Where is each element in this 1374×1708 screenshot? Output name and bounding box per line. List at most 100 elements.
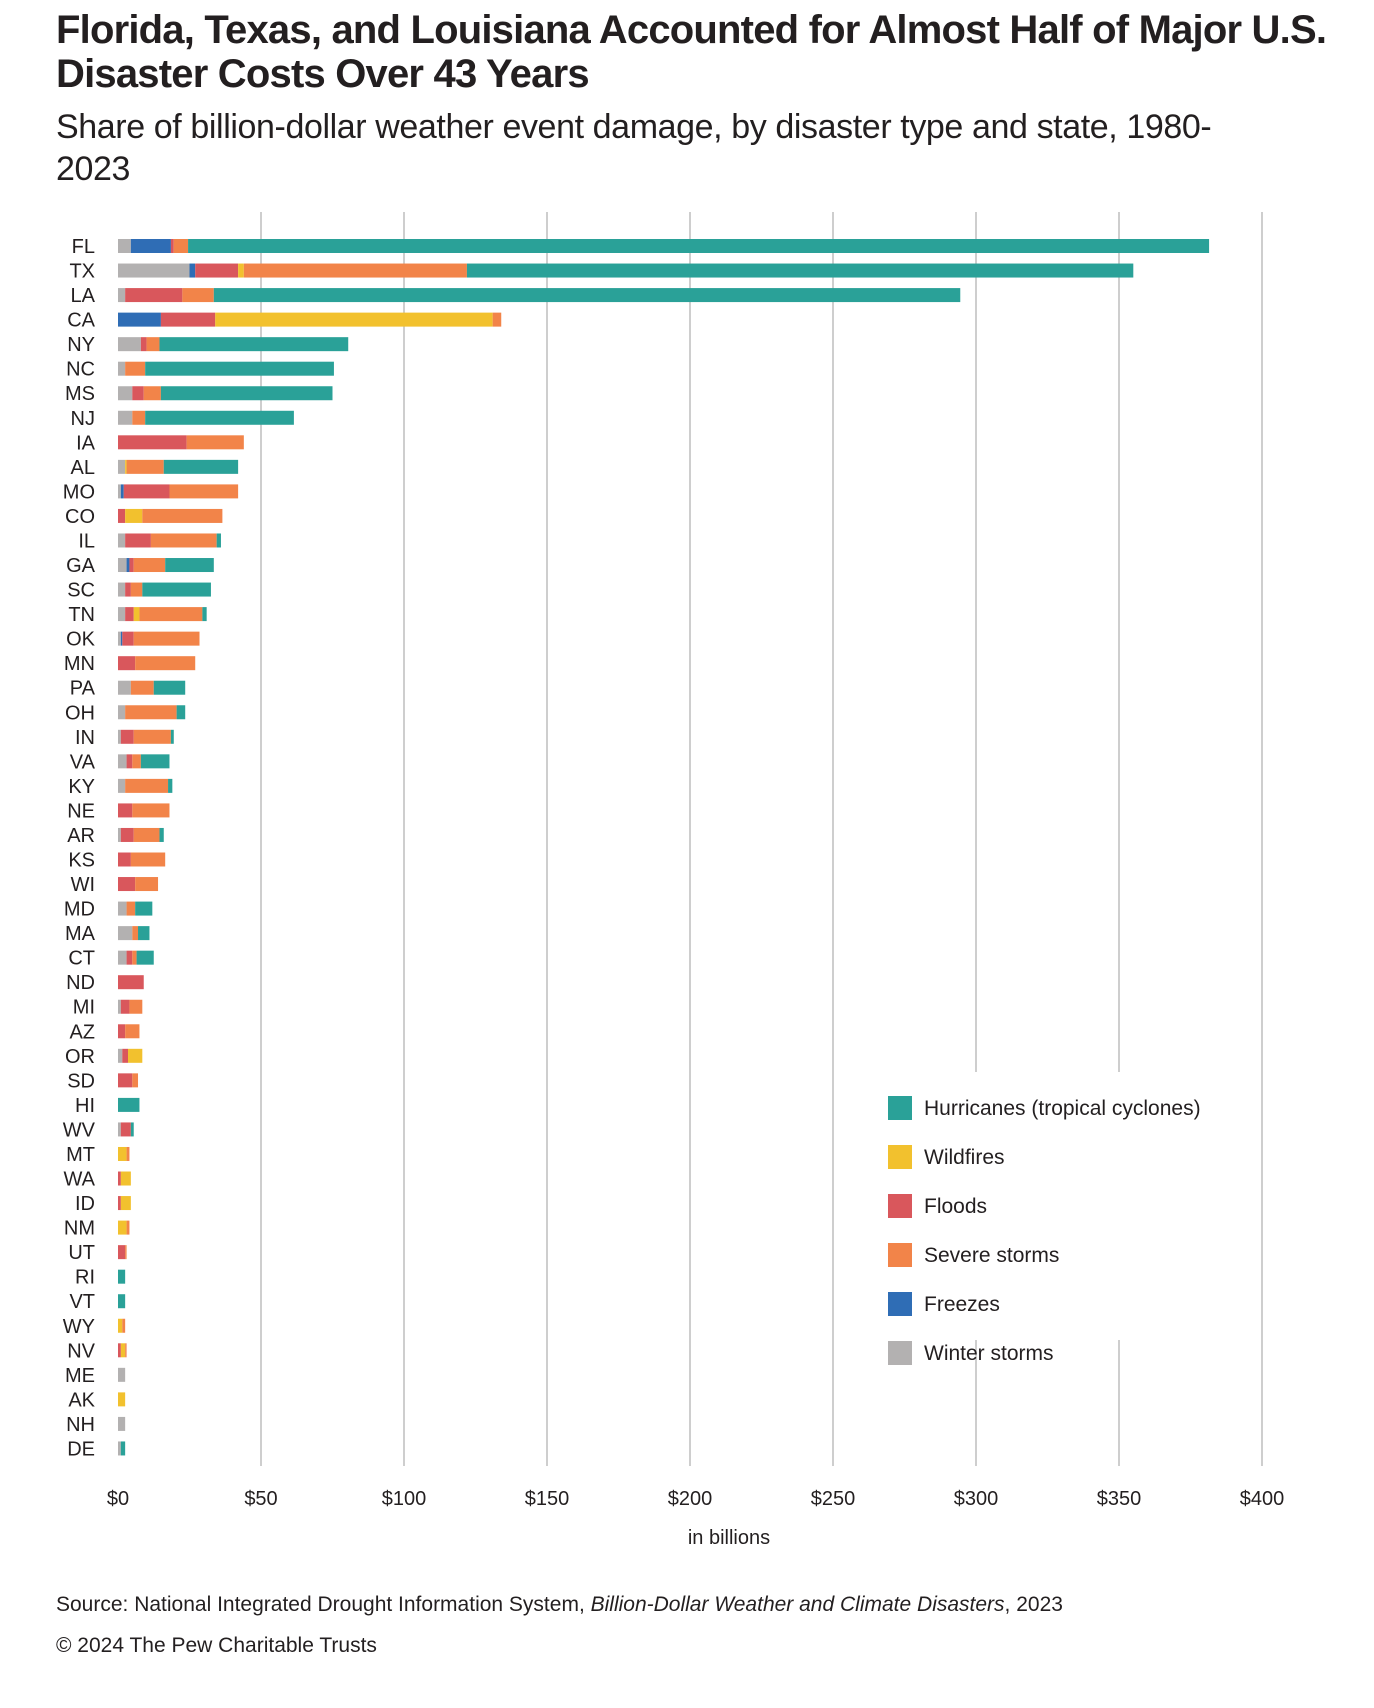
state-label: KS xyxy=(68,850,95,872)
bar-segment xyxy=(135,656,196,671)
bar-segment xyxy=(118,680,131,695)
state-label: NV xyxy=(67,1340,95,1362)
bar-segment xyxy=(118,459,126,474)
state-label: MD xyxy=(64,899,95,921)
bar-segment xyxy=(133,558,166,573)
bar-segment xyxy=(120,827,134,842)
bar-segment xyxy=(125,607,134,622)
bar-segment xyxy=(118,508,126,523)
state-label: NE xyxy=(67,800,95,822)
source-suffix: , 2023 xyxy=(1004,1593,1063,1616)
bar-segment xyxy=(118,729,121,744)
bar-segment xyxy=(120,1122,131,1137)
bar-segment xyxy=(135,901,153,916)
bar-segment xyxy=(118,1392,126,1407)
bar-segment xyxy=(130,1122,134,1137)
bar-segment xyxy=(138,926,150,941)
bar-segment xyxy=(118,435,187,450)
bar-segment xyxy=(168,778,173,793)
bar-segment xyxy=(118,705,126,720)
state-label: MN xyxy=(64,653,95,675)
state-label: AK xyxy=(68,1389,95,1411)
state-label: MS xyxy=(65,383,95,405)
bar-segment xyxy=(129,558,134,573)
state-label: ID xyxy=(75,1193,95,1215)
bar-segment xyxy=(182,288,214,303)
bar-segment xyxy=(125,1245,127,1260)
bar-segment xyxy=(118,827,121,842)
bar-segment xyxy=(150,533,217,548)
bar-segment xyxy=(118,607,126,622)
legend-label: Floods xyxy=(924,1195,987,1218)
bar-segment xyxy=(170,729,174,744)
bar-segment xyxy=(202,607,207,622)
bar-segment xyxy=(492,312,502,327)
bar-segment xyxy=(125,508,143,523)
bar-segment xyxy=(118,877,136,892)
state-label: NM xyxy=(64,1218,95,1240)
bar-segment xyxy=(118,337,141,352)
bar-segment xyxy=(216,533,221,548)
bar-segment xyxy=(173,239,189,253)
bar-segment xyxy=(125,1343,127,1358)
bar-segment xyxy=(118,410,133,425)
state-label: OK xyxy=(66,629,96,651)
bar-segment xyxy=(118,288,126,303)
bar-segment xyxy=(466,263,1134,278)
state-label: NH xyxy=(66,1414,95,1436)
bar-segment xyxy=(118,1097,140,1112)
bar-segment xyxy=(118,852,131,867)
bar-segment xyxy=(118,1343,121,1358)
bar-segment xyxy=(118,533,126,548)
state-label: MO xyxy=(63,481,95,503)
bar-segment xyxy=(118,1318,123,1333)
state-label: MA xyxy=(65,923,96,945)
bar-segment xyxy=(118,950,127,965)
bar-segment xyxy=(126,1220,130,1235)
state-label: IA xyxy=(76,432,96,454)
x-axis-ticks: $0 $50 $100 $150 $200 $250 $300 $350 $400 xyxy=(107,1488,1284,1510)
bar-segment xyxy=(213,288,961,303)
bar-segment xyxy=(133,729,171,744)
bar-segment xyxy=(130,582,143,597)
state-label: SD xyxy=(67,1070,95,1092)
state-label: UT xyxy=(68,1242,95,1264)
state-label: LA xyxy=(71,285,96,307)
state-label: HI xyxy=(75,1095,95,1117)
bar-segment xyxy=(118,631,121,646)
bar-segment xyxy=(118,582,126,597)
x-tick-label: $100 xyxy=(382,1488,427,1510)
bar-segment xyxy=(125,288,183,303)
bar-segment xyxy=(195,263,239,278)
bar-segment xyxy=(118,1048,123,1063)
state-label: CO xyxy=(65,506,95,528)
state-label: TN xyxy=(68,604,95,626)
source-prefix: Source: National Integrated Drought Info… xyxy=(56,1593,591,1616)
bar-segment xyxy=(142,582,211,597)
state-label: NY xyxy=(67,334,95,356)
bar-segment xyxy=(125,582,131,597)
bar-segment xyxy=(118,1269,126,1284)
bar-segment xyxy=(118,1146,127,1161)
bar-segment xyxy=(126,558,130,573)
state-label: RI xyxy=(75,1267,95,1289)
bar-segment xyxy=(120,484,124,499)
state-label: AR xyxy=(67,825,95,847)
bar-segment xyxy=(118,312,161,327)
legend: Hurricanes (tropical cyclones) Wildfires F… xyxy=(868,1072,1238,1365)
legend-swatch xyxy=(888,1145,912,1169)
x-tick-label: $150 xyxy=(525,1488,570,1510)
bar-segment xyxy=(186,435,244,450)
bar-segment xyxy=(132,950,137,965)
state-label: AL xyxy=(71,457,95,479)
state-label: IL xyxy=(78,530,95,552)
bar-segment xyxy=(118,1245,126,1260)
bar-segment xyxy=(139,607,203,622)
bar-segment xyxy=(133,631,200,646)
bar-segment xyxy=(176,705,186,720)
bar-segment xyxy=(160,386,333,401)
bar-segment xyxy=(130,239,171,253)
bar-segment xyxy=(118,926,133,941)
